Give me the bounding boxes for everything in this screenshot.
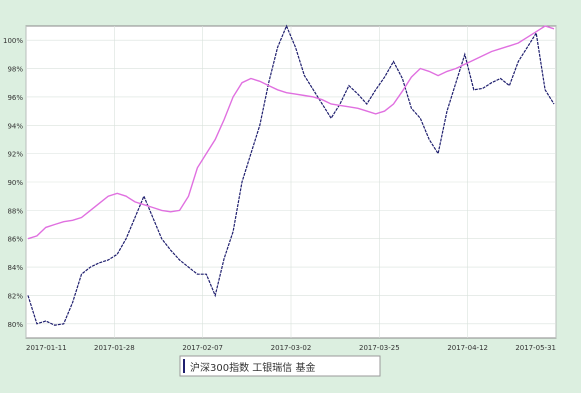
x-tick-label: 2017-05-31 bbox=[515, 344, 556, 352]
y-tick-labels: 80% 82% 84% 86% 88% 90% 92% 94% 96% 98% 100% bbox=[3, 37, 23, 329]
x-tick-label: 2017-01-28 bbox=[94, 344, 135, 352]
x-tick-label: 2017-04-12 bbox=[447, 344, 488, 352]
y-tick-label: 100% bbox=[3, 37, 23, 45]
legend-box bbox=[179, 355, 381, 377]
series-line-dark bbox=[27, 24, 555, 326]
series-line-pink bbox=[27, 25, 555, 240]
y-tick-label: 84% bbox=[7, 264, 23, 272]
x-tick-label: 2017-01-11 bbox=[26, 344, 67, 352]
grid-layer bbox=[25, 26, 557, 338]
legend-text: 沪深300指数 工银瑞信 基金 bbox=[190, 361, 315, 374]
y-tick-label: 96% bbox=[7, 94, 23, 102]
x-tick-labels: 2017-01-11 2017-01-28 2017-02-07 2017-03-02… bbox=[26, 344, 556, 352]
y-tick-label: 86% bbox=[7, 236, 23, 244]
y-tick-label: 90% bbox=[7, 179, 23, 187]
y-tick-label: 94% bbox=[7, 122, 23, 130]
y-tick-label: 92% bbox=[7, 151, 23, 159]
legend: 沪深300指数 工银瑞信 基金 bbox=[179, 355, 381, 377]
y-tick-label: 98% bbox=[7, 66, 23, 74]
x-tick-label: 2017-02-07 bbox=[182, 344, 223, 352]
y-tick-label: 80% bbox=[7, 321, 23, 329]
y-tick-label: 88% bbox=[7, 207, 23, 215]
y-tick-label: 82% bbox=[7, 292, 23, 300]
x-tick-label: 2017-03-02 bbox=[271, 344, 312, 352]
x-tick-label: 2017-03-25 bbox=[359, 344, 400, 352]
series-layer bbox=[27, 24, 555, 326]
